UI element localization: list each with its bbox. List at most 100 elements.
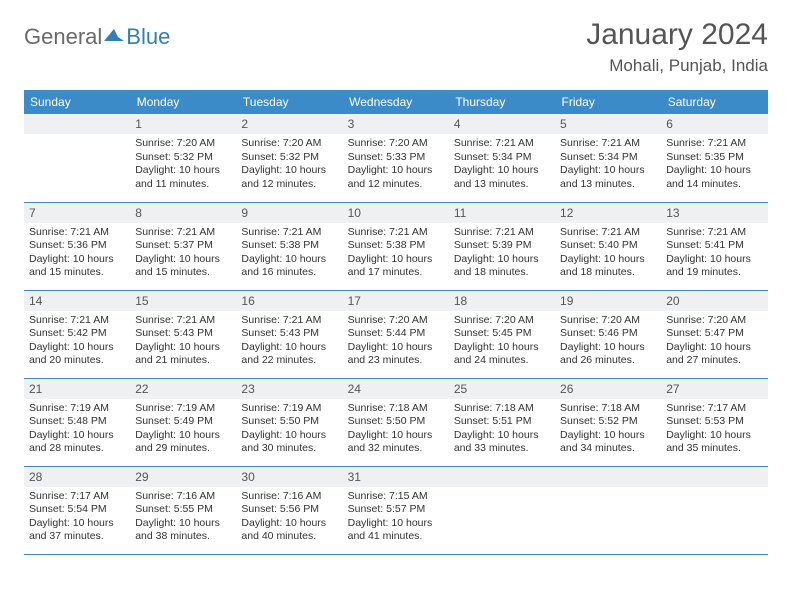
daylight-text: and 40 minutes. [241,530,337,544]
day-details: Sunrise: 7:21 AMSunset: 5:38 PMDaylight:… [343,223,449,284]
day-number: 20 [661,291,767,311]
daylight-text: Daylight: 10 hours [241,341,337,355]
calendar-day-cell: 27Sunrise: 7:17 AMSunset: 5:53 PMDayligh… [661,378,767,466]
sunset-text: Sunset: 5:53 PM [666,415,762,429]
sunset-text: Sunset: 5:38 PM [241,239,337,253]
day-details: Sunrise: 7:17 AMSunset: 5:53 PMDaylight:… [661,399,767,460]
day-details: Sunrise: 7:18 AMSunset: 5:52 PMDaylight:… [555,399,661,460]
daylight-text: Daylight: 10 hours [560,341,656,355]
daylight-text: and 27 minutes. [666,354,762,368]
daylight-text: and 34 minutes. [560,442,656,456]
day-number: 30 [236,467,342,487]
sunset-text: Sunset: 5:42 PM [29,327,125,341]
sunset-text: Sunset: 5:49 PM [135,415,231,429]
calendar-week-row: 28Sunrise: 7:17 AMSunset: 5:54 PMDayligh… [24,466,768,554]
calendar-week-row: 14Sunrise: 7:21 AMSunset: 5:42 PMDayligh… [24,290,768,378]
calendar-day-cell [24,114,130,202]
sunrise-text: Sunrise: 7:17 AM [29,490,125,504]
sunrise-text: Sunrise: 7:21 AM [135,314,231,328]
weekday-header: Saturday [661,90,767,114]
daylight-text: Daylight: 10 hours [348,253,444,267]
calendar-day-cell: 18Sunrise: 7:20 AMSunset: 5:45 PMDayligh… [449,290,555,378]
sunrise-text: Sunrise: 7:20 AM [454,314,550,328]
daylight-text: Daylight: 10 hours [454,429,550,443]
day-details: Sunrise: 7:21 AMSunset: 5:34 PMDaylight:… [449,134,555,195]
calendar-week-row: 1Sunrise: 7:20 AMSunset: 5:32 PMDaylight… [24,114,768,202]
daylight-text: Daylight: 10 hours [135,517,231,531]
day-details: Sunrise: 7:20 AMSunset: 5:32 PMDaylight:… [130,134,236,195]
day-details: Sunrise: 7:21 AMSunset: 5:41 PMDaylight:… [661,223,767,284]
sunset-text: Sunset: 5:51 PM [454,415,550,429]
month-title: January 2024 [586,18,768,52]
day-number: 15 [130,291,236,311]
sunset-text: Sunset: 5:34 PM [454,151,550,165]
day-number: 13 [661,203,767,223]
sunrise-text: Sunrise: 7:21 AM [135,226,231,240]
sunset-text: Sunset: 5:32 PM [135,151,231,165]
daylight-text: Daylight: 10 hours [454,253,550,267]
calendar-day-cell: 17Sunrise: 7:20 AMSunset: 5:44 PMDayligh… [343,290,449,378]
daylight-text: Daylight: 10 hours [135,253,231,267]
sunset-text: Sunset: 5:55 PM [135,503,231,517]
calendar-day-cell: 23Sunrise: 7:19 AMSunset: 5:50 PMDayligh… [236,378,342,466]
sunrise-text: Sunrise: 7:20 AM [348,314,444,328]
day-number: 10 [343,203,449,223]
daylight-text: Daylight: 10 hours [241,164,337,178]
day-details: Sunrise: 7:20 AMSunset: 5:44 PMDaylight:… [343,311,449,372]
day-details: Sunrise: 7:20 AMSunset: 5:33 PMDaylight:… [343,134,449,195]
empty-daynum [449,467,555,487]
daylight-text: and 22 minutes. [241,354,337,368]
daylight-text: Daylight: 10 hours [29,341,125,355]
daylight-text: and 11 minutes. [135,178,231,192]
sunset-text: Sunset: 5:50 PM [348,415,444,429]
daylight-text: Daylight: 10 hours [241,253,337,267]
daylight-text: and 38 minutes. [135,530,231,544]
sunrise-text: Sunrise: 7:20 AM [348,137,444,151]
weekday-header-row: SundayMondayTuesdayWednesdayThursdayFrid… [24,90,768,114]
day-number: 14 [24,291,130,311]
sunrise-text: Sunrise: 7:21 AM [560,137,656,151]
calendar-day-cell: 11Sunrise: 7:21 AMSunset: 5:39 PMDayligh… [449,202,555,290]
sunset-text: Sunset: 5:33 PM [348,151,444,165]
calendar-body: 1Sunrise: 7:20 AMSunset: 5:32 PMDaylight… [24,114,768,554]
calendar-day-cell: 8Sunrise: 7:21 AMSunset: 5:37 PMDaylight… [130,202,236,290]
day-number: 21 [24,379,130,399]
day-details: Sunrise: 7:15 AMSunset: 5:57 PMDaylight:… [343,487,449,548]
calendar-day-cell: 4Sunrise: 7:21 AMSunset: 5:34 PMDaylight… [449,114,555,202]
sunrise-text: Sunrise: 7:21 AM [241,226,337,240]
calendar-day-cell: 5Sunrise: 7:21 AMSunset: 5:34 PMDaylight… [555,114,661,202]
daylight-text: and 26 minutes. [560,354,656,368]
sunrise-text: Sunrise: 7:21 AM [454,226,550,240]
daylight-text: and 29 minutes. [135,442,231,456]
sunrise-text: Sunrise: 7:19 AM [29,402,125,416]
calendar-day-cell: 21Sunrise: 7:19 AMSunset: 5:48 PMDayligh… [24,378,130,466]
daylight-text: and 37 minutes. [29,530,125,544]
daylight-text: and 12 minutes. [348,178,444,192]
daylight-text: Daylight: 10 hours [348,429,444,443]
daylight-text: Daylight: 10 hours [454,341,550,355]
calendar-day-cell: 13Sunrise: 7:21 AMSunset: 5:41 PMDayligh… [661,202,767,290]
sunset-text: Sunset: 5:57 PM [348,503,444,517]
day-details: Sunrise: 7:21 AMSunset: 5:39 PMDaylight:… [449,223,555,284]
sunrise-text: Sunrise: 7:21 AM [29,314,125,328]
logo-text-1: General [24,24,102,50]
daylight-text: and 23 minutes. [348,354,444,368]
day-number: 19 [555,291,661,311]
daylight-text: Daylight: 10 hours [135,164,231,178]
calendar-week-row: 7Sunrise: 7:21 AMSunset: 5:36 PMDaylight… [24,202,768,290]
sunset-text: Sunset: 5:46 PM [560,327,656,341]
daylight-text: Daylight: 10 hours [560,164,656,178]
sunrise-text: Sunrise: 7:18 AM [348,402,444,416]
calendar-week-row: 21Sunrise: 7:19 AMSunset: 5:48 PMDayligh… [24,378,768,466]
day-number: 26 [555,379,661,399]
sunset-text: Sunset: 5:40 PM [560,239,656,253]
calendar-day-cell [661,466,767,554]
day-details: Sunrise: 7:21 AMSunset: 5:34 PMDaylight:… [555,134,661,195]
daylight-text: Daylight: 10 hours [666,429,762,443]
sunrise-text: Sunrise: 7:21 AM [666,137,762,151]
title-block: January 2024 Mohali, Punjab, India [586,18,768,76]
daylight-text: Daylight: 10 hours [241,517,337,531]
weekday-header: Tuesday [236,90,342,114]
daylight-text: Daylight: 10 hours [454,164,550,178]
logo: General Blue [24,18,170,50]
